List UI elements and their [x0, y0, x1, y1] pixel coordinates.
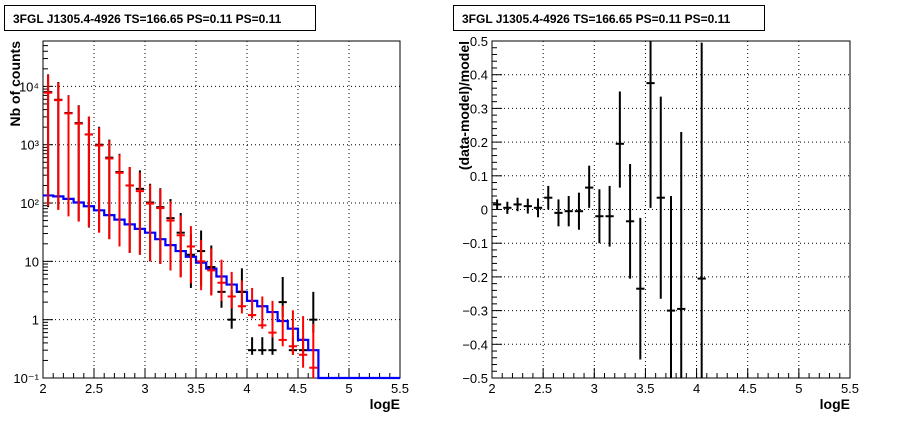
y-tick-label: 10⁻¹ [13, 371, 39, 386]
y-tick-label: 0.3 [470, 101, 488, 116]
x-tick-label: 4.5 [739, 381, 757, 396]
x-tick-label: 4 [693, 381, 700, 396]
plot-frame [42, 40, 401, 379]
x-tick-label: 2.5 [534, 381, 552, 396]
y-axis-label: (data-model)/model [456, 41, 472, 170]
counts-panel: 2 2.5 3 3.5 4 4.5 5 5.5 10⁻¹ 1 10 10² 10³ 10⁴ logE Nb o… [7, 40, 409, 412]
y-tick-label: 0.2 [470, 135, 488, 150]
x-tick-label: 3.5 [187, 381, 205, 396]
y-tick-label: −0.3 [462, 304, 488, 319]
x-axis-label: logE [370, 396, 400, 412]
x-tick-label: 4.5 [289, 381, 307, 396]
histogram-model-line [43, 194, 400, 380]
y-tick-label: 10² [20, 196, 39, 211]
y-tick-label: 10 [25, 254, 39, 269]
x-tick-label: 4 [243, 381, 250, 396]
x-tick-label: 5.5 [841, 381, 859, 396]
x-tick-label: 2.5 [85, 381, 103, 396]
x-tick-label: 5.5 [391, 381, 409, 396]
x-tick-label: 3 [141, 381, 148, 396]
x-tick-label: 3 [591, 381, 598, 396]
y-tick-label: −0.4 [462, 337, 488, 352]
y-tick-label: −0.1 [462, 236, 488, 251]
y-tick-label: 1 [32, 313, 39, 328]
y-tick-label: 0.5 [470, 34, 488, 49]
x-tick-label: 2 [488, 381, 495, 396]
x-tick-label: 5 [795, 381, 802, 396]
x-axis-label: logE [820, 396, 850, 412]
x-tick-label: 5 [345, 381, 352, 396]
y-tick-label: 10⁴ [19, 79, 39, 94]
y-tick-label: 10³ [20, 138, 39, 153]
x-tick-label: 2 [39, 381, 46, 396]
y-tick-label: 0.1 [470, 169, 488, 184]
y-tick-label: 0.4 [470, 68, 488, 83]
residuals-panel: 2 2.5 3 3.5 4 4.5 5 5.5 −0.5 −0.4 −0.3 −0.2 −0.1 0 0.1… [456, 34, 859, 412]
residuals-chart-title: 3FGL J1305.4-4926 TS=166.65 PS=0.11 PS=0… [453, 5, 765, 31]
y-axis-label: Nb of counts [7, 41, 23, 127]
y-tick-label: −0.2 [462, 270, 488, 285]
y-tick-label: −0.5 [462, 371, 488, 386]
x-tick-label: 3.5 [636, 381, 654, 396]
counts-chart-title: 3FGL J1305.4-4926 TS=166.65 PS=0.11 PS=0… [4, 5, 316, 31]
y-tick-label: 0 [481, 203, 488, 218]
